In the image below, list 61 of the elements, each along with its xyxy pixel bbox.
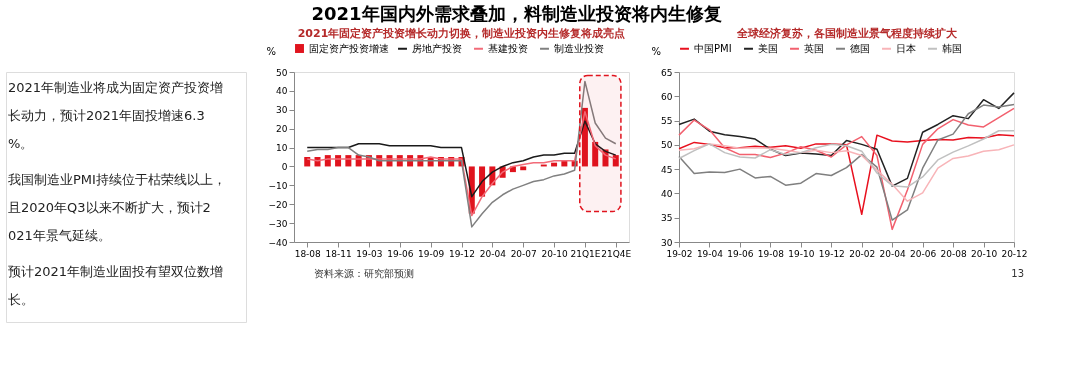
x-tick-label: 19-03	[356, 248, 383, 259]
x-tick-label: 20-04	[479, 248, 507, 259]
y-tick-label: −30	[268, 218, 288, 229]
legend-label: 制造业投资	[554, 42, 604, 54]
x-tick-label: 19-06	[387, 248, 414, 259]
y-axis-title: %	[651, 45, 662, 57]
x-tick-label: 18-08	[294, 248, 322, 259]
x-tick-label: 20-08	[940, 248, 967, 259]
y-tick-label: −20	[268, 199, 288, 210]
y-tick-label: 20	[276, 124, 288, 135]
x-tick-label: 19-09	[418, 248, 445, 259]
legend-label: 固定资产投资增速	[309, 42, 389, 54]
x-tick-label: 19-02	[666, 248, 693, 259]
y-tick-label: 50	[276, 67, 288, 78]
y-tick-label: −10	[268, 180, 288, 191]
x-tick-label: 20-02	[849, 248, 876, 259]
text: 2021年制造业将成为固定资产投资增长动力，预计2021年固投增速6.3%。	[8, 80, 224, 151]
legend-label: 房地产投资	[412, 42, 462, 54]
y-tick-label: 65	[661, 67, 673, 78]
text: 2021年国内外需求叠加，料制造业投资将内生修复	[311, 2, 722, 24]
legend-label: 美国	[758, 42, 778, 54]
x-tick-label: 19-10	[788, 248, 815, 259]
x-tick-label: 20-06	[910, 248, 937, 259]
x-tick-label: 21Q4E	[601, 248, 632, 259]
legend-label: 德国	[850, 42, 870, 54]
y-tick-label: 0	[281, 161, 288, 172]
x-tick-label: 21Q1E	[570, 248, 601, 259]
x-tick-label: 20-10	[541, 248, 568, 259]
x-tick-label: 19-12	[448, 248, 476, 259]
x-tick-label: 19-12	[818, 248, 845, 259]
y-tick-label: 60	[661, 91, 673, 102]
legend-label: 日本	[896, 42, 916, 54]
chart-title: 2021年固定资产投资增长动力切换，制造业投资内生修复将成亮点	[297, 27, 626, 40]
x-tick-label: 20-12	[1001, 248, 1028, 259]
y-tick-label: −40	[268, 237, 288, 248]
y-tick-label: 45	[661, 164, 673, 175]
x-tick-label: 19-04	[696, 248, 724, 259]
legend-label: 韩国	[942, 42, 962, 54]
text: 13	[1011, 268, 1024, 279]
x-tick-label: 19-08	[757, 248, 785, 259]
y-tick-label: 10	[276, 143, 288, 154]
legend-label: 英国	[804, 42, 824, 54]
x-tick-label: 19-06	[727, 248, 754, 259]
legend-label: 基建投资	[488, 42, 528, 54]
y-tick-label: 50	[661, 140, 673, 151]
text: 预计2021年制造业固投有望双位数增长。	[8, 264, 224, 307]
x-tick-label: 18-11	[325, 248, 352, 259]
chart-title: 全球经济复苏，各国制造业景气程度持续扩大	[735, 27, 958, 40]
x-tick-label: 20-07	[510, 248, 537, 259]
x-tick-label: 20-10	[970, 248, 998, 259]
y-tick-label: 40	[276, 86, 288, 97]
y-tick-label: 35	[661, 213, 673, 224]
x-tick-label: 20-04	[879, 248, 907, 259]
text: 资料来源：研究部预测	[314, 268, 414, 279]
legend-label: 中国PMI	[694, 42, 732, 54]
y-tick-label: 40	[661, 188, 673, 199]
y-tick-label: 55	[661, 116, 673, 127]
text: 我国制造业PMI持续位于枯荣线以上，且2020年Q3以来不断扩大，预计2021年景气延续。	[8, 172, 226, 243]
y-tick-label: 30	[661, 237, 673, 248]
y-axis-title: %	[266, 45, 277, 57]
y-tick-label: 30	[276, 105, 288, 116]
